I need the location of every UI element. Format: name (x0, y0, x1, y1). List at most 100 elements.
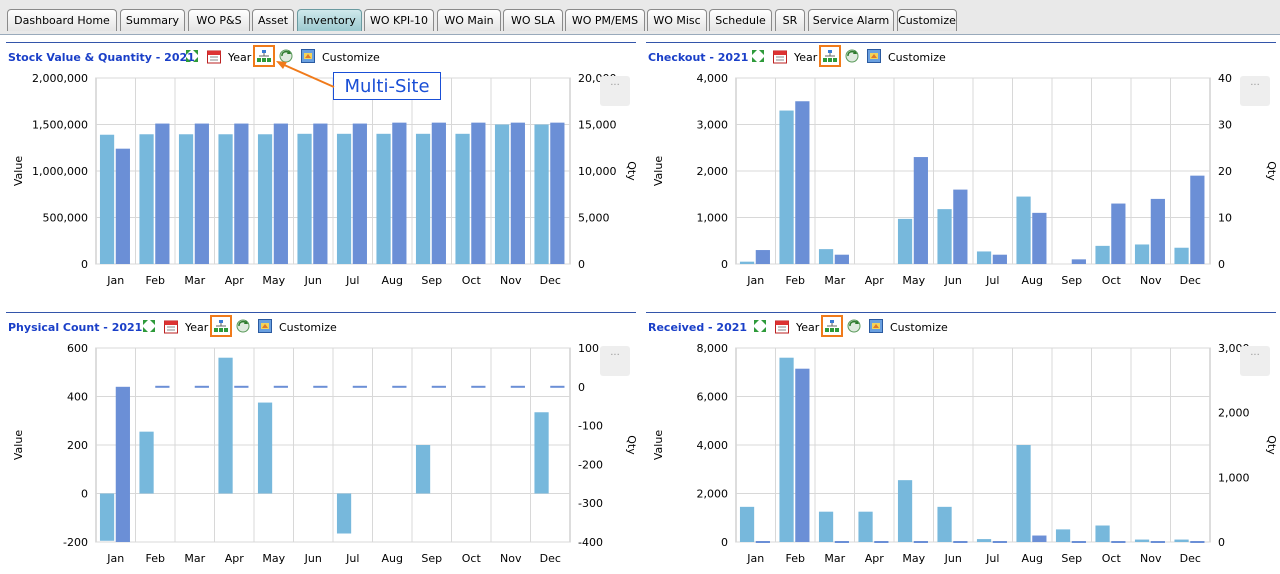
expand-icon[interactable] (141, 318, 157, 334)
customize-button[interactable]: Customize (322, 51, 380, 64)
value-bar (779, 357, 794, 542)
customize-button[interactable]: Customize (279, 321, 337, 334)
value-bar (1095, 525, 1110, 542)
y2-axis-label: Qty (1265, 435, 1276, 455)
tab-service-alarm[interactable]: Service Alarm (808, 9, 894, 31)
checkout-panel: Checkout - 2021 Year Customize 0 1,000 2,000 3… (646, 42, 1276, 296)
tab-inventory[interactable]: Inventory (297, 9, 362, 31)
customize-icon[interactable] (257, 318, 273, 334)
qty-bar (155, 385, 170, 388)
x-tick-label: Jun (944, 274, 962, 287)
qty-bar (795, 368, 810, 542)
qty-bar (1190, 541, 1205, 543)
year-button[interactable]: Year (796, 321, 820, 334)
customize-icon[interactable] (868, 318, 884, 334)
tab-schedule[interactable]: Schedule (709, 9, 772, 31)
qty-bar (1032, 212, 1047, 264)
multi-site-icon[interactable] (824, 318, 840, 334)
refresh-icon[interactable] (235, 318, 251, 334)
multi-site-icon[interactable] (822, 48, 838, 64)
calendar-icon[interactable] (206, 48, 222, 64)
tab-wo-pm-ems[interactable]: WO PM/EMS (565, 9, 645, 31)
value-bar (1016, 196, 1031, 264)
x-tick-label: Mar (184, 274, 205, 287)
chart-menu-button[interactable]: ··· (1240, 76, 1270, 106)
value-bar (739, 261, 755, 264)
x-tick-label: Mar (824, 274, 845, 287)
qty-bar (755, 541, 770, 543)
y-tick-label: 4,000 (697, 72, 729, 85)
calendar-icon[interactable] (774, 318, 790, 334)
y-tick-label: 0 (81, 488, 88, 501)
x-tick-label: Sep (421, 274, 442, 287)
qty-bar (834, 254, 849, 264)
y-axis-label: Value (12, 430, 25, 460)
value-bar (415, 133, 431, 264)
y-tick-label: 200 (67, 439, 88, 452)
x-tick-label: Dec (540, 274, 561, 287)
y-axis-label: Value (652, 430, 665, 460)
tab-wo-p-s[interactable]: WO P&S (188, 9, 250, 31)
multi-site-icon[interactable] (213, 318, 229, 334)
tab-sr[interactable]: SR (775, 9, 805, 31)
qty-bar (992, 254, 1007, 264)
y-tick-label: -200 (63, 536, 88, 549)
refresh-icon[interactable] (846, 318, 862, 334)
expand-icon[interactable] (750, 48, 766, 64)
tab-customize[interactable]: Customize (897, 9, 957, 31)
value-bar (297, 133, 312, 264)
chart-menu-button[interactable]: ··· (600, 346, 630, 376)
tab-wo-main[interactable]: WO Main (437, 9, 501, 31)
value-bar (739, 506, 755, 542)
chart-menu-button[interactable]: ··· (600, 76, 630, 106)
x-tick-label: Dec (1180, 552, 1201, 565)
multi-site-icon[interactable] (256, 48, 272, 64)
y-tick-label: 6,000 (697, 391, 729, 404)
value-bar (1174, 247, 1189, 264)
calendar-icon[interactable] (772, 48, 788, 64)
tab-asset[interactable]: Asset (252, 9, 294, 31)
customize-button[interactable]: Customize (888, 51, 946, 64)
expand-icon[interactable] (184, 48, 200, 64)
y2-tick-label: -300 (578, 497, 603, 510)
chart-menu-button[interactable]: ··· (1240, 346, 1270, 376)
customize-icon[interactable] (300, 48, 316, 64)
tab-wo-misc[interactable]: WO Misc (647, 9, 707, 31)
bar-chart: 0 1,000 2,000 3,000 4,000 0 10 20 30 40 Jan Feb Mar A… (652, 72, 1276, 287)
qty-bar (313, 123, 328, 264)
x-tick-label: Jan (746, 552, 764, 565)
tab-dashboard-home[interactable]: Dashboard Home (7, 9, 117, 31)
year-button[interactable]: Year (228, 51, 252, 64)
qty-bar (313, 385, 328, 388)
qty-bar (550, 122, 565, 264)
tab-summary[interactable]: Summary (120, 9, 185, 31)
tab-wo-kpi-10[interactable]: WO KPI-10 (364, 9, 434, 31)
y-tick-label: 2,000,000 (32, 72, 88, 85)
expand-icon[interactable] (752, 318, 768, 334)
value-bar (937, 506, 952, 542)
calendar-icon[interactable] (163, 318, 179, 334)
value-bar (139, 134, 154, 264)
x-tick-label: Dec (1180, 274, 1201, 287)
year-button[interactable]: Year (794, 51, 818, 64)
value-bar (534, 124, 549, 264)
qty-bar (913, 541, 928, 543)
customize-button[interactable]: Customize (890, 321, 948, 334)
qty-bar (510, 122, 525, 264)
qty-bar (392, 385, 407, 388)
x-tick-label: Oct (462, 552, 482, 565)
qty-bar (155, 123, 170, 264)
x-tick-label: Apr (225, 552, 245, 565)
value-bar (336, 493, 352, 534)
value-bar (139, 431, 154, 494)
y-tick-label: 0 (721, 536, 728, 549)
year-button[interactable]: Year (185, 321, 209, 334)
customize-icon[interactable] (866, 48, 882, 64)
qty-bar (874, 541, 889, 543)
multi-site-highlight (210, 315, 232, 337)
x-tick-label: Feb (786, 552, 805, 565)
refresh-icon[interactable] (844, 48, 860, 64)
bar-chart: 0 500,000 1,000,000 1,500,000 2,000,000 0 5,00… (12, 72, 636, 287)
tab-wo-sla[interactable]: WO SLA (503, 9, 563, 31)
qty-bar (273, 123, 288, 264)
